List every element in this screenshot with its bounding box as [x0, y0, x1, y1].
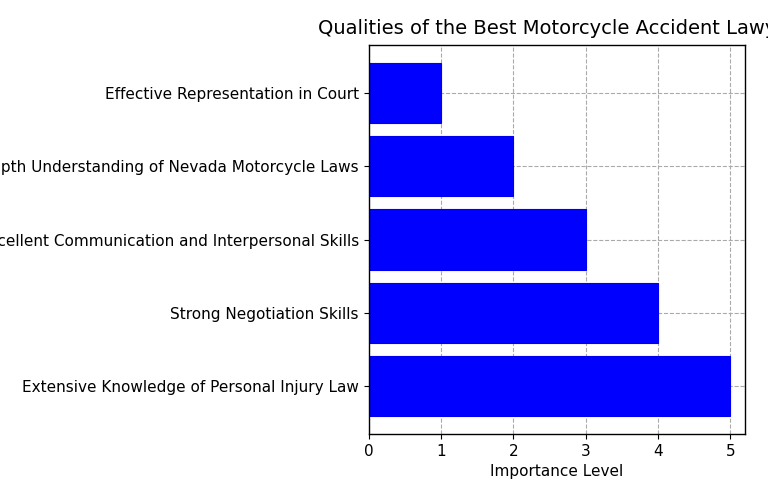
X-axis label: Importance Level: Importance Level — [490, 465, 624, 480]
Bar — [369, 62, 441, 123]
Bar — [369, 210, 586, 269]
Bar — [369, 283, 658, 343]
Title: Qualities of the Best Motorcycle Accident Lawyer: Qualities of the Best Motorcycle Acciden… — [317, 19, 768, 38]
Bar — [369, 356, 730, 417]
Bar — [369, 136, 513, 196]
